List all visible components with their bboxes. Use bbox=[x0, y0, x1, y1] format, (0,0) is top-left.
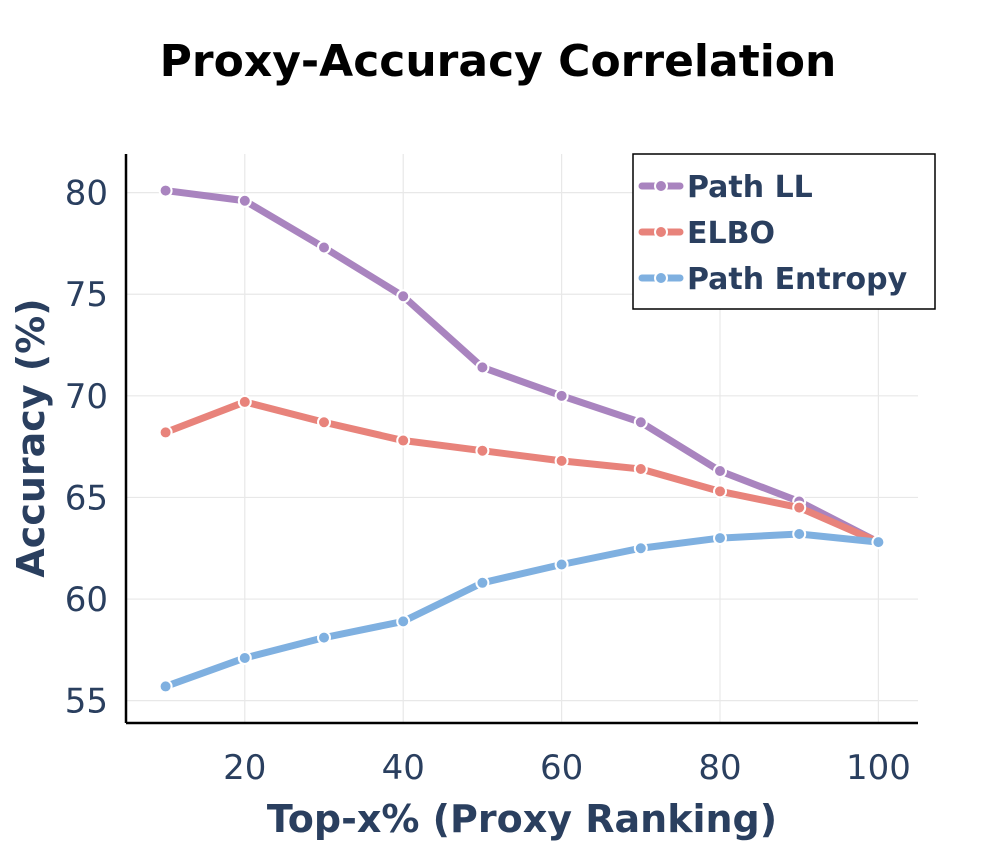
data-point bbox=[713, 484, 727, 499]
x-tick-label: 80 bbox=[698, 748, 741, 788]
plot-area bbox=[158, 183, 886, 694]
legend-label: Path Entropy bbox=[687, 262, 908, 297]
y-ticks: 55 60 65 70 75 80 bbox=[65, 174, 108, 722]
legend-label: ELBO bbox=[687, 216, 775, 251]
data-point bbox=[792, 527, 807, 542]
legend-swatch-marker bbox=[654, 179, 668, 193]
chart-title: Proxy-Accuracy Correlation bbox=[160, 36, 837, 87]
data-point bbox=[713, 464, 727, 479]
series-path-entropy bbox=[158, 527, 886, 694]
data-point bbox=[237, 394, 252, 409]
data-point bbox=[633, 415, 648, 430]
data-point bbox=[554, 453, 569, 468]
data-point bbox=[317, 630, 331, 645]
y-tick-label: 55 bbox=[65, 682, 108, 722]
data-point bbox=[713, 531, 727, 546]
y-tick-label: 60 bbox=[65, 580, 108, 620]
data-point bbox=[475, 443, 490, 458]
data-point bbox=[237, 193, 252, 208]
data-point bbox=[317, 415, 331, 430]
legend: Path LL ELBO Path Entropy bbox=[632, 153, 936, 310]
x-tick-label: 40 bbox=[382, 748, 425, 788]
legend-label: Path LL bbox=[687, 170, 813, 205]
legend-swatch-marker bbox=[654, 271, 668, 285]
data-point bbox=[633, 461, 648, 476]
series-line bbox=[162, 398, 882, 546]
data-point bbox=[792, 500, 807, 515]
data-point bbox=[158, 183, 173, 198]
data-point bbox=[554, 557, 569, 572]
series-elbo bbox=[158, 394, 886, 550]
data-point bbox=[554, 388, 569, 403]
legend-item: Path LL bbox=[638, 170, 813, 205]
data-point bbox=[475, 575, 490, 590]
data-point bbox=[317, 240, 331, 255]
data-point bbox=[396, 614, 411, 629]
legend-item: Path Entropy bbox=[638, 262, 908, 297]
data-point bbox=[633, 541, 648, 556]
x-tick-label: 60 bbox=[540, 748, 583, 788]
y-tick-label: 75 bbox=[65, 275, 108, 315]
x-tick-label: 100 bbox=[846, 748, 911, 788]
x-axis-label: Top-x% (Proxy Ranking) bbox=[267, 797, 777, 841]
data-point bbox=[396, 289, 411, 304]
data-point bbox=[475, 360, 490, 375]
series-line bbox=[162, 187, 882, 546]
series-line bbox=[162, 530, 882, 690]
data-point bbox=[396, 433, 411, 448]
legend-swatch-marker bbox=[654, 225, 668, 239]
y-tick-label: 80 bbox=[65, 174, 108, 214]
data-point bbox=[158, 679, 173, 694]
y-tick-label: 65 bbox=[65, 478, 108, 518]
data-point bbox=[237, 650, 252, 665]
legend-item: ELBO bbox=[638, 216, 775, 251]
x-ticks: 20 40 60 80 100 bbox=[223, 748, 911, 788]
y-axis-label: Accuracy (%) bbox=[9, 298, 53, 577]
data-point bbox=[158, 425, 173, 440]
data-point bbox=[871, 535, 886, 550]
y-tick-label: 70 bbox=[65, 377, 108, 417]
x-tick-label: 20 bbox=[223, 748, 266, 788]
